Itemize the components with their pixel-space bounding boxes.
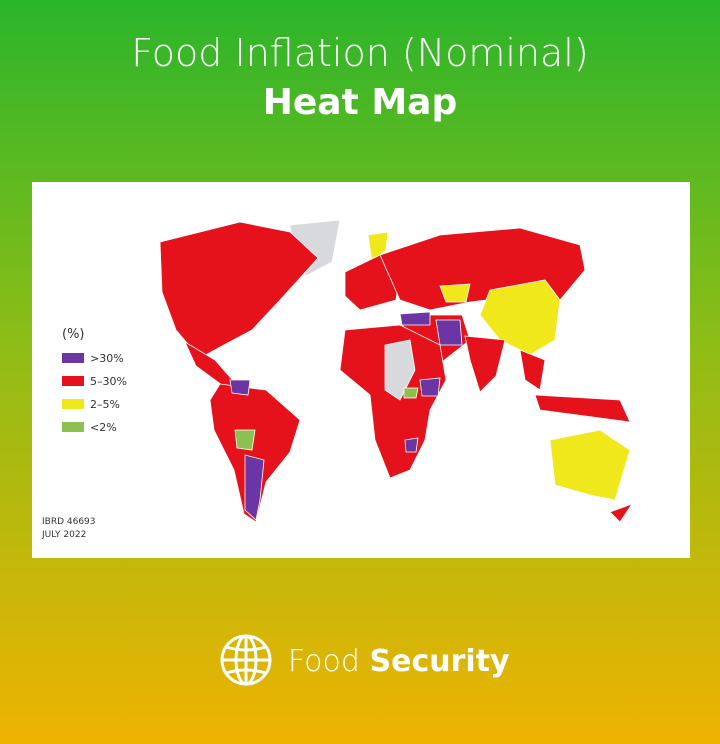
region xyxy=(439,283,471,303)
subtitle: Heat Map xyxy=(263,82,457,123)
map-note: JULY 2022 xyxy=(41,530,86,540)
region xyxy=(234,429,256,451)
region xyxy=(464,335,506,393)
region xyxy=(399,311,431,326)
legend-swatch xyxy=(62,399,84,409)
title: Food Inflation (Nominal) xyxy=(131,31,588,75)
region xyxy=(519,349,546,391)
map-note: IBRD 46693 xyxy=(42,517,96,527)
legend-title: (%) xyxy=(62,327,85,342)
region xyxy=(435,319,463,346)
region xyxy=(609,503,634,523)
region xyxy=(367,231,389,263)
legend-swatch xyxy=(62,422,84,432)
legend-label: >30% xyxy=(90,352,124,365)
legend-label: <2% xyxy=(90,421,117,434)
region xyxy=(159,221,319,359)
legend-swatch xyxy=(62,376,84,386)
region xyxy=(229,379,251,396)
legend: (%) >30% 5–30% 2–5% <2% xyxy=(62,327,127,434)
region xyxy=(419,377,441,397)
region xyxy=(339,324,447,479)
region xyxy=(549,429,631,501)
region xyxy=(403,387,419,399)
brand-bold: Security xyxy=(370,644,511,679)
region xyxy=(244,454,265,521)
brand: Food Security xyxy=(288,644,510,679)
region xyxy=(534,394,631,423)
region xyxy=(404,437,419,453)
region xyxy=(384,339,416,401)
globe-icon xyxy=(220,634,272,686)
brand-light: Food xyxy=(288,644,360,679)
legend-label: 5–30% xyxy=(90,375,127,388)
legend-label: 2–5% xyxy=(90,398,120,411)
region xyxy=(209,383,301,523)
region xyxy=(479,279,561,356)
legend-swatch xyxy=(62,353,84,363)
world-map xyxy=(159,219,634,523)
